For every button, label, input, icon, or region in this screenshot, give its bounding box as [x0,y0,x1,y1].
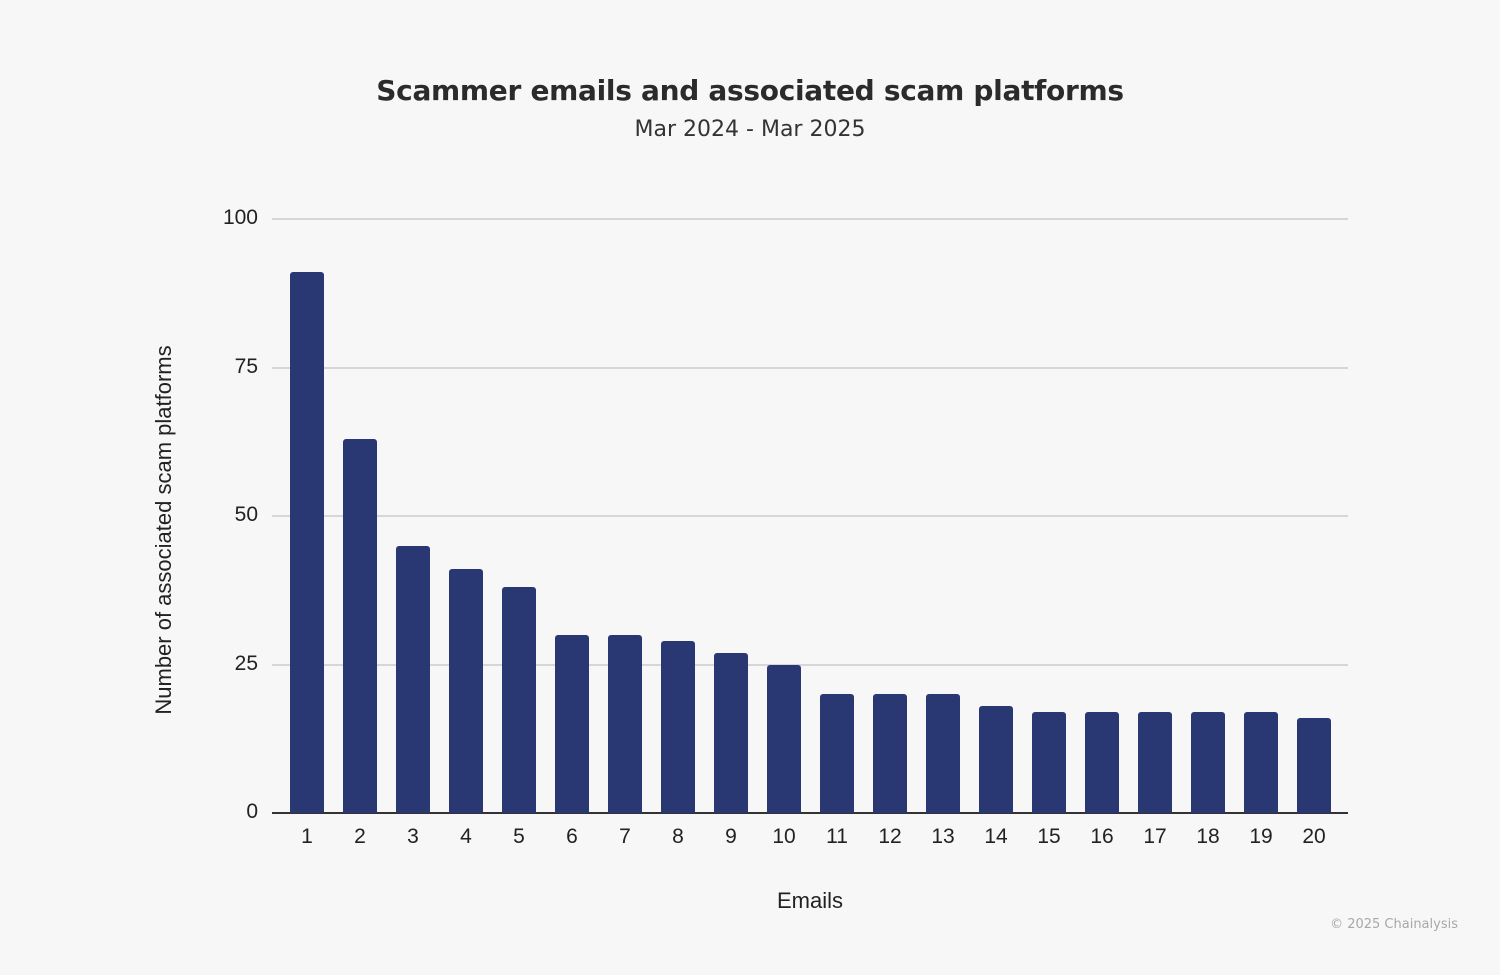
y-tick-label: 50 [234,503,258,526]
bar-email-17[interactable] [1138,712,1172,813]
x-tick-label: 1 [301,825,313,848]
bar-email-3[interactable] [396,545,430,813]
x-tick-label: 20 [1302,825,1326,848]
y-tick-label: 0 [246,800,258,823]
bar-email-11[interactable] [820,694,854,813]
x-tick-label: 3 [407,825,419,848]
x-tick-label: 8 [672,825,684,848]
bar-email-13[interactable] [926,694,960,813]
bar-email-20[interactable] [1297,717,1331,813]
x-tick-label: 16 [1090,825,1114,848]
x-tick-label: 18 [1196,825,1220,848]
gridline [272,366,1348,369]
y-tick-label: 25 [234,651,258,675]
bar-email-6[interactable] [555,634,589,813]
x-tick-label: 4 [460,825,472,848]
bar-email-18[interactable] [1191,712,1225,813]
bar-email-8[interactable] [661,640,695,813]
chart-title: Scammer emails and associated scam platf… [376,74,1124,107]
y-axis-label: Number of associated scam platforms [151,345,176,715]
x-tick-label: 10 [772,825,796,848]
y-tick-label: 75 [234,354,258,378]
x-tick-label: 2 [354,825,366,848]
bar-email-12[interactable] [873,694,907,813]
y-tick-label: 100 [222,206,258,229]
copyright-credit: © 2025 Chainalysis [1330,917,1458,932]
bar-email-2[interactable] [343,438,377,813]
x-tick-label: 12 [878,825,902,848]
x-tick-label: 9 [725,825,737,848]
bar-email-10[interactable] [767,664,801,813]
bar-email-1[interactable] [290,272,324,813]
x-tick-label: 14 [984,825,1008,848]
x-tick-label: 13 [931,825,955,848]
bar-email-15[interactable] [1032,712,1066,813]
bar-email-14[interactable] [979,706,1013,813]
x-tick-label: 15 [1037,825,1061,848]
x-tick-label: 6 [566,825,578,848]
bar-email-5[interactable] [502,587,536,813]
x-tick-label: 11 [826,825,848,848]
chart-subtitle: Mar 2024 - Mar 2025 [634,117,866,142]
bar-email-7[interactable] [608,634,642,813]
bar-email-16[interactable] [1085,712,1119,813]
x-tick-label: 7 [619,825,631,848]
x-axis-label: Emails [776,888,843,913]
x-tick-label: 17 [1143,825,1167,848]
x-tick-label: 19 [1249,825,1273,848]
x-tick-label: 5 [513,825,525,848]
bar-email-4[interactable] [449,569,483,813]
gridline [272,663,1348,666]
gridline [272,515,1348,517]
gridline [272,218,1348,220]
plot-area [272,218,1348,814]
bar-email-19[interactable] [1244,712,1278,813]
bar-email-9[interactable] [714,652,748,813]
x-axis-line [272,812,1348,814]
